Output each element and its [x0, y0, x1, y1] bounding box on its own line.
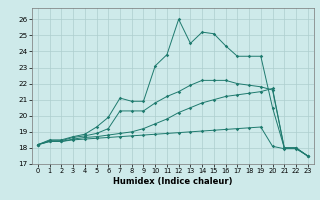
X-axis label: Humidex (Indice chaleur): Humidex (Indice chaleur) — [113, 177, 233, 186]
